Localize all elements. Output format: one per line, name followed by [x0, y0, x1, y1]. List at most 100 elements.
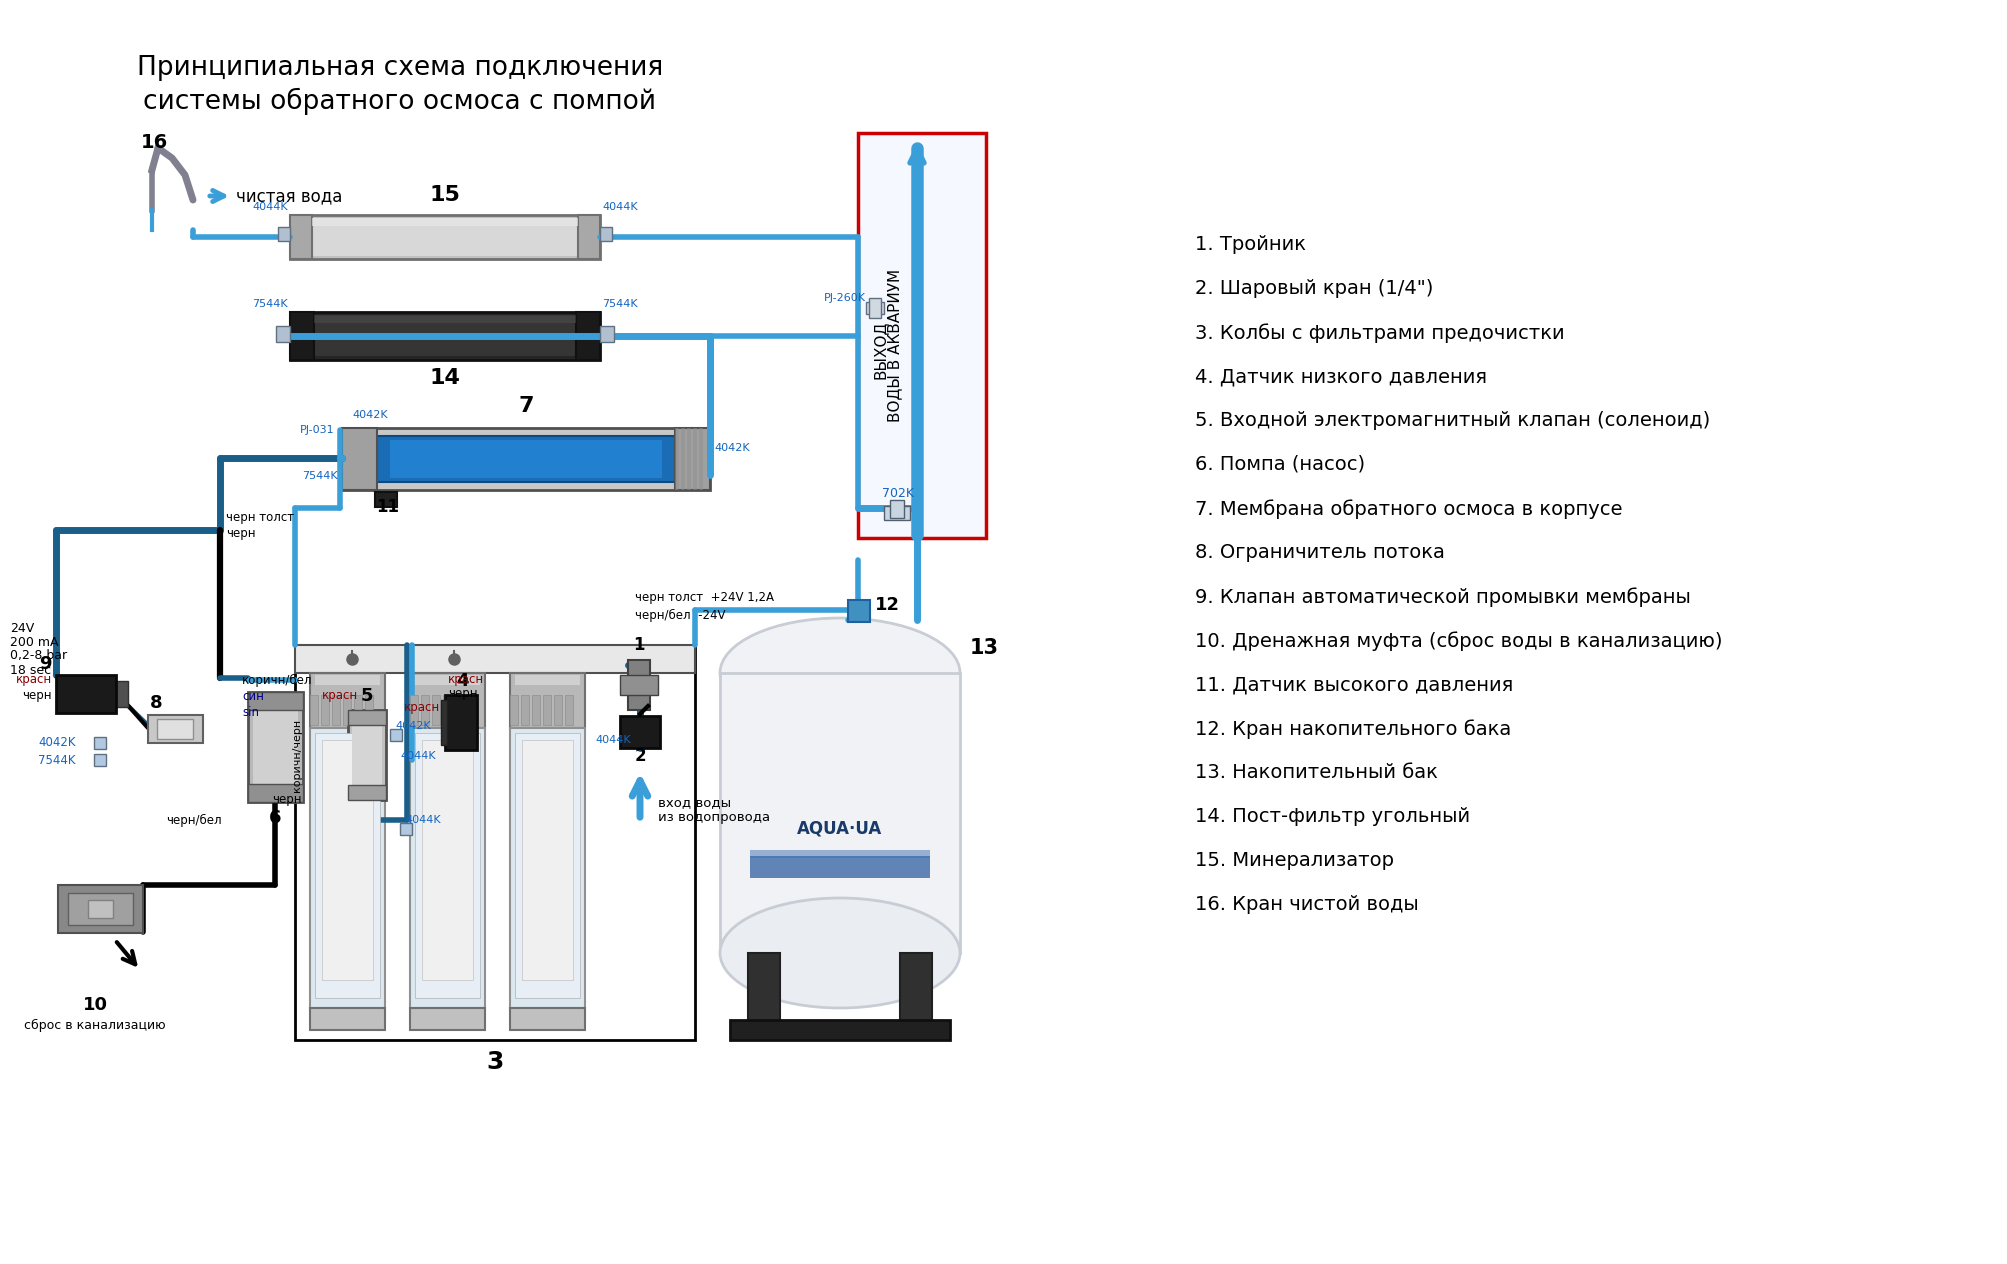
Text: 4044K: 4044K	[399, 751, 436, 761]
Text: черн толст  +24V 1,2А: черн толст +24V 1,2А	[634, 592, 773, 604]
Bar	[351, 714, 381, 796]
Bar	[341, 428, 377, 490]
Bar	[347, 785, 385, 800]
Bar	[157, 719, 193, 739]
Bar	[313, 315, 576, 324]
Bar	[698, 428, 702, 490]
Bar	[149, 715, 203, 743]
Text: вход воды
из водопровода: вход воды из водопровода	[658, 796, 771, 824]
Bar	[321, 739, 373, 980]
Text: PJ-031: PJ-031	[301, 425, 335, 435]
Text: 24V: 24V	[10, 622, 34, 635]
Bar	[299, 217, 590, 257]
Bar	[409, 672, 486, 728]
Bar	[600, 228, 612, 241]
Text: красн: красн	[403, 702, 440, 714]
Text: сброс в канализацию: сброс в канализацию	[24, 1019, 167, 1031]
Bar	[749, 953, 779, 1028]
Bar	[847, 600, 869, 622]
Text: син: син	[243, 689, 263, 703]
Text: ВЫХОД: ВЫХОД	[873, 321, 887, 379]
Bar	[353, 695, 361, 726]
Text: sin: sin	[243, 705, 259, 718]
Text: 0,2-8 bar: 0,2-8 bar	[10, 650, 66, 662]
Bar	[421, 739, 474, 980]
Text: 6: 6	[269, 809, 281, 827]
Bar	[522, 739, 572, 980]
Bar	[514, 675, 580, 685]
Text: 15. Минерализатор: 15. Минерализатор	[1194, 851, 1393, 870]
Text: 7544K: 7544K	[303, 471, 337, 482]
Bar	[94, 737, 106, 750]
Text: 8: 8	[151, 694, 163, 712]
Bar	[444, 695, 452, 726]
Bar	[275, 326, 289, 343]
Bar	[249, 691, 303, 710]
Bar	[520, 695, 528, 726]
Bar	[347, 710, 385, 726]
Bar	[510, 672, 584, 728]
Bar	[277, 228, 289, 241]
Bar	[331, 695, 339, 726]
Text: 4042K: 4042K	[351, 410, 387, 420]
Text: 16: 16	[140, 133, 169, 152]
Bar	[309, 672, 385, 728]
Text: красн: красн	[321, 689, 357, 703]
Text: 4: 4	[456, 672, 468, 690]
Text: красн: красн	[16, 674, 52, 686]
Text: черн: черн	[22, 689, 52, 702]
Bar	[542, 695, 550, 726]
Text: 4042K: 4042K	[395, 720, 429, 731]
Text: черн/бел: черн/бел	[167, 814, 223, 827]
Text: 3. Колбы с фильтрами предочистки: 3. Колбы с фильтрами предочистки	[1194, 324, 1563, 343]
Bar	[94, 755, 106, 766]
Bar	[289, 215, 311, 259]
Text: 14. Пост-фильтр угольный: 14. Пост-фильтр угольный	[1194, 806, 1469, 825]
Text: 4. Датчик низкого давления: 4. Датчик низкого давления	[1194, 367, 1487, 386]
Bar	[680, 428, 684, 490]
Bar	[510, 1007, 584, 1030]
Bar	[692, 428, 696, 490]
Bar	[299, 316, 590, 356]
Text: 3: 3	[486, 1050, 504, 1074]
Text: черн: черн	[271, 794, 301, 806]
Text: системы обратного осмоса с помпой: системы обратного осмоса с помпой	[142, 88, 656, 115]
Text: 5. Входной электромагнитный клапан (соленоид): 5. Входной электромагнитный клапан (соле…	[1194, 411, 1710, 430]
Bar	[454, 695, 462, 726]
Text: 12: 12	[875, 597, 899, 614]
Bar	[415, 675, 480, 685]
Text: черн: черн	[448, 688, 478, 700]
Text: 1. Тройник: 1. Тройник	[1194, 235, 1305, 254]
Bar	[510, 728, 584, 1007]
Bar	[600, 326, 614, 343]
Bar	[514, 733, 580, 999]
Bar	[249, 784, 303, 801]
Text: 16. Кран чистой воды: 16. Кран чистой воды	[1194, 895, 1419, 914]
Text: 4042K: 4042K	[38, 736, 76, 748]
Text: 11: 11	[377, 498, 399, 516]
Text: 1: 1	[632, 636, 644, 653]
Bar	[578, 215, 600, 259]
Bar	[899, 953, 931, 1028]
Text: 4044K: 4044K	[405, 815, 440, 825]
Bar	[576, 312, 600, 360]
Text: 2: 2	[634, 747, 646, 765]
Text: ВОДЫ В АКВАРИУМ: ВОДЫ В АКВАРИУМ	[887, 268, 901, 422]
Text: 14: 14	[429, 368, 460, 388]
Bar	[554, 695, 562, 726]
Text: 200 mA: 200 mA	[10, 636, 58, 648]
Text: 7: 7	[518, 396, 534, 416]
Bar	[889, 501, 903, 518]
Bar	[249, 691, 303, 801]
Bar	[68, 892, 132, 925]
Bar	[309, 695, 317, 726]
Text: чистая вода: чистая вода	[237, 187, 343, 205]
Bar	[721, 672, 959, 953]
Bar	[432, 695, 440, 726]
Bar	[343, 695, 351, 726]
Bar	[409, 728, 486, 1007]
Bar	[289, 312, 600, 360]
Bar	[389, 729, 401, 741]
Bar	[253, 696, 297, 798]
Bar	[466, 695, 474, 726]
